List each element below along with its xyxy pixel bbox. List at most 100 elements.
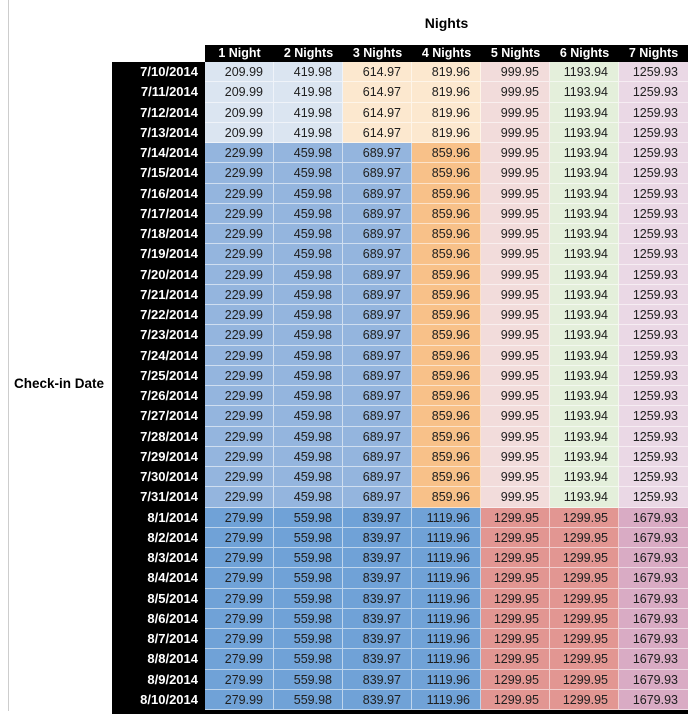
price-cell: 1193.94: [550, 122, 619, 143]
price-cell: 229.99: [205, 446, 274, 467]
price-cell: 1193.94: [550, 467, 619, 488]
date-cell: 7/27/2014: [112, 406, 205, 427]
price-cell: 839.97: [343, 689, 412, 710]
price-cell: 229.99: [205, 325, 274, 346]
date-cell: 7/11/2014: [112, 82, 205, 103]
date-cell: 7/26/2014: [112, 386, 205, 407]
price-cell: 689.97: [343, 305, 412, 326]
price-cell: 689.97: [343, 143, 412, 164]
date-cell: 7/10/2014: [112, 62, 205, 83]
price-cell: 229.99: [205, 143, 274, 164]
price-cell: 229.99: [205, 203, 274, 224]
column-header: 5 Nights: [481, 45, 550, 62]
price-cell: 1119.96: [412, 548, 481, 569]
price-cell: 999.95: [481, 365, 550, 386]
price-cell: 1193.94: [550, 446, 619, 467]
price-cell: 229.99: [205, 467, 274, 488]
price-cell: 1259.93: [619, 386, 688, 407]
price-cell: 839.97: [343, 588, 412, 609]
date-cell: 7/19/2014: [112, 244, 205, 265]
price-cell: 1259.93: [619, 426, 688, 447]
date-cell: 8/8/2014: [112, 649, 205, 670]
price-cell: 279.99: [205, 669, 274, 690]
price-cell: 1259.93: [619, 122, 688, 143]
price-cell: 559.98: [274, 669, 343, 690]
price-cell: 859.96: [412, 305, 481, 326]
price-cell: 229.99: [205, 406, 274, 427]
price-cell: 229.99: [205, 426, 274, 447]
price-cell: 839.97: [343, 608, 412, 629]
price-cell: 819.96: [412, 82, 481, 103]
column-header: 6 Nights: [550, 45, 619, 62]
price-cell: 419.98: [274, 102, 343, 123]
price-cell: 1259.93: [619, 487, 688, 508]
price-cell: 999.95: [481, 264, 550, 285]
price-cell: 1193.94: [550, 183, 619, 204]
price-cell: 1259.93: [619, 325, 688, 346]
price-cell: 859.96: [412, 163, 481, 184]
price-cell: 859.96: [412, 244, 481, 265]
price-cell: 1193.94: [550, 365, 619, 386]
price-cell: 1299.95: [550, 527, 619, 548]
price-cell: 419.98: [274, 62, 343, 83]
price-cell: 1193.94: [550, 102, 619, 123]
price-cell: 689.97: [343, 345, 412, 366]
price-cell: 1679.93: [619, 568, 688, 589]
price-cell: 1119.96: [412, 669, 481, 690]
price-cell: 1299.95: [550, 608, 619, 629]
date-cell: 8/2/2014: [112, 527, 205, 548]
price-cell: 1679.93: [619, 608, 688, 629]
price-cell: 1193.94: [550, 325, 619, 346]
price-cell: 279.99: [205, 568, 274, 589]
price-cell: 1259.93: [619, 183, 688, 204]
price-cell: 999.95: [481, 487, 550, 508]
price-cell: 279.99: [205, 689, 274, 710]
price-cell: 229.99: [205, 224, 274, 245]
column-header: 2 Nights: [274, 45, 343, 62]
price-cell: 279.99: [205, 548, 274, 569]
price-cell: 839.97: [343, 527, 412, 548]
price-cell: 859.96: [412, 284, 481, 305]
date-cell: 8/10/2014: [112, 689, 205, 710]
price-cell: 839.97: [343, 568, 412, 589]
price-cell: 459.98: [274, 487, 343, 508]
price-cell: 1193.94: [550, 62, 619, 83]
date-cell: 8/7/2014: [112, 629, 205, 650]
price-cell: 459.98: [274, 284, 343, 305]
price-cell: 1259.93: [619, 224, 688, 245]
date-cell: 7/31/2014: [112, 487, 205, 508]
price-cell: 1299.95: [481, 588, 550, 609]
price-cell: 859.96: [412, 224, 481, 245]
price-cell: 999.95: [481, 122, 550, 143]
price-cell: 1193.94: [550, 426, 619, 447]
price-cell: 279.99: [205, 588, 274, 609]
corner-cell: [112, 45, 205, 62]
price-cell: 1259.93: [619, 446, 688, 467]
price-cell: 459.98: [274, 345, 343, 366]
rates-grid: 1 Night 2 Nights 3 Nights 4 Nights 5 Nights 6…: [112, 45, 688, 714]
price-cell: 999.95: [481, 102, 550, 123]
price-cell: 229.99: [205, 386, 274, 407]
price-cell: 419.98: [274, 122, 343, 143]
price-cell: 689.97: [343, 244, 412, 265]
price-cell: 689.97: [343, 284, 412, 305]
price-cell: 859.96: [412, 386, 481, 407]
price-cell: 1259.93: [619, 264, 688, 285]
price-cell: 1119.96: [412, 527, 481, 548]
price-cell: 1259.93: [619, 345, 688, 366]
date-cell: 7/14/2014: [112, 143, 205, 164]
price-cell: 559.98: [274, 608, 343, 629]
price-cell: 859.96: [412, 183, 481, 204]
date-cell: 7/18/2014: [112, 224, 205, 245]
price-cell: 229.99: [205, 183, 274, 204]
price-cell: 1259.93: [619, 62, 688, 83]
price-cell: 1259.93: [619, 406, 688, 427]
price-cell: 1259.93: [619, 82, 688, 103]
price-cell: 1299.95: [481, 507, 550, 528]
price-cell: 999.95: [481, 62, 550, 83]
price-cell: 839.97: [343, 629, 412, 650]
price-cell: 459.98: [274, 467, 343, 488]
price-cell: 559.98: [274, 689, 343, 710]
price-cell: 1679.93: [619, 507, 688, 528]
price-cell: 1299.95: [481, 568, 550, 589]
